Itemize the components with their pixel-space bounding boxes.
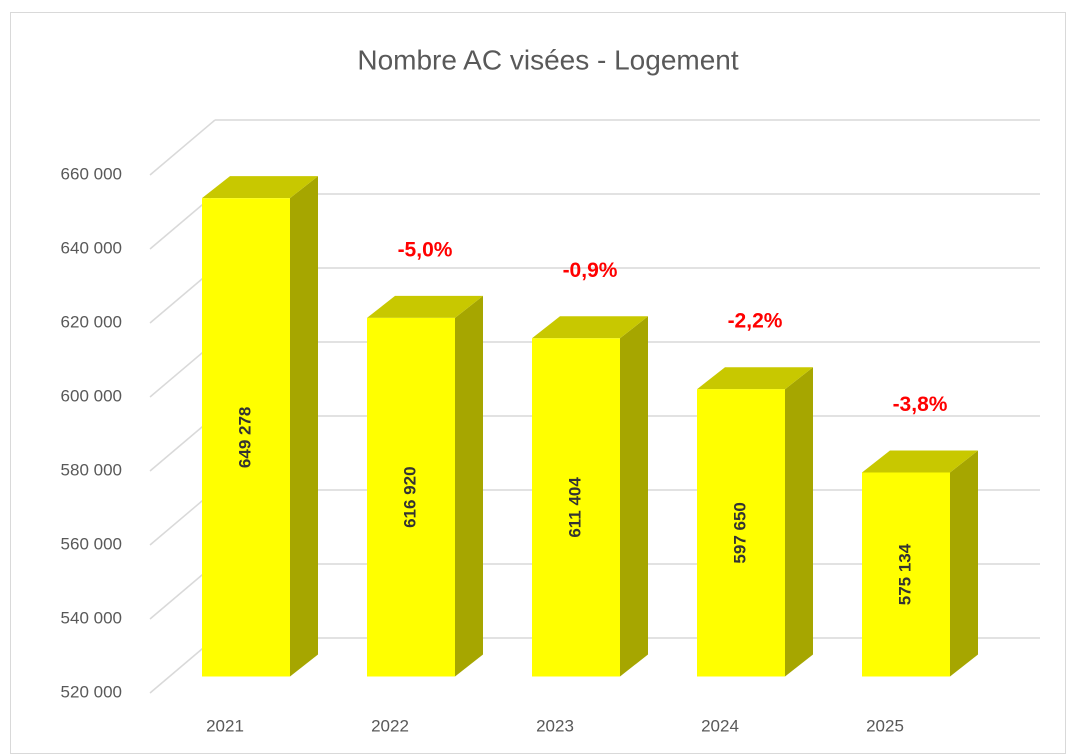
y-tick-label: 520 000: [61, 682, 122, 701]
y-tick-label: 540 000: [61, 608, 122, 627]
grid-line: [149, 119, 216, 176]
x-tick-label: 2021: [206, 716, 244, 735]
change-label: -5,0%: [398, 238, 453, 261]
bar: [202, 198, 290, 677]
bar-top: [367, 295, 483, 318]
value-label: 575 134: [895, 543, 914, 605]
bar-side: [620, 316, 648, 677]
bar: [697, 389, 785, 677]
y-tick-label: 620 000: [61, 312, 122, 331]
bar-side: [455, 295, 483, 677]
bar: [367, 317, 455, 677]
value-label: 649 278: [235, 407, 254, 468]
x-tick-label: 2025: [866, 716, 904, 735]
bar: [532, 338, 620, 677]
bar-side: [290, 176, 318, 677]
chart-title: Nombre AC visées - Logement: [357, 44, 739, 75]
value-label: 597 650: [730, 502, 749, 563]
bar-top: [532, 316, 648, 339]
x-tick-label: 2022: [371, 716, 409, 735]
y-tick-label: 560 000: [61, 534, 122, 553]
x-tick-label: 2024: [701, 716, 739, 735]
value-label: 611 404: [565, 477, 584, 538]
y-tick-label: 580 000: [61, 460, 122, 479]
y-tick-label: 660 000: [61, 164, 122, 183]
bar-side: [785, 367, 813, 677]
change-label: -0,9%: [563, 259, 618, 282]
value-label: 616 920: [400, 466, 419, 527]
x-tick-label: 2023: [536, 716, 574, 735]
change-label: -3,8%: [893, 393, 948, 416]
y-tick-label: 640 000: [61, 238, 122, 257]
bar: [862, 472, 950, 677]
bar-top: [202, 176, 318, 199]
bar-top: [697, 367, 813, 390]
change-label: -2,2%: [728, 310, 783, 333]
bar-side: [950, 450, 978, 677]
y-tick-label: 600 000: [61, 386, 122, 405]
bar-top: [862, 450, 978, 473]
